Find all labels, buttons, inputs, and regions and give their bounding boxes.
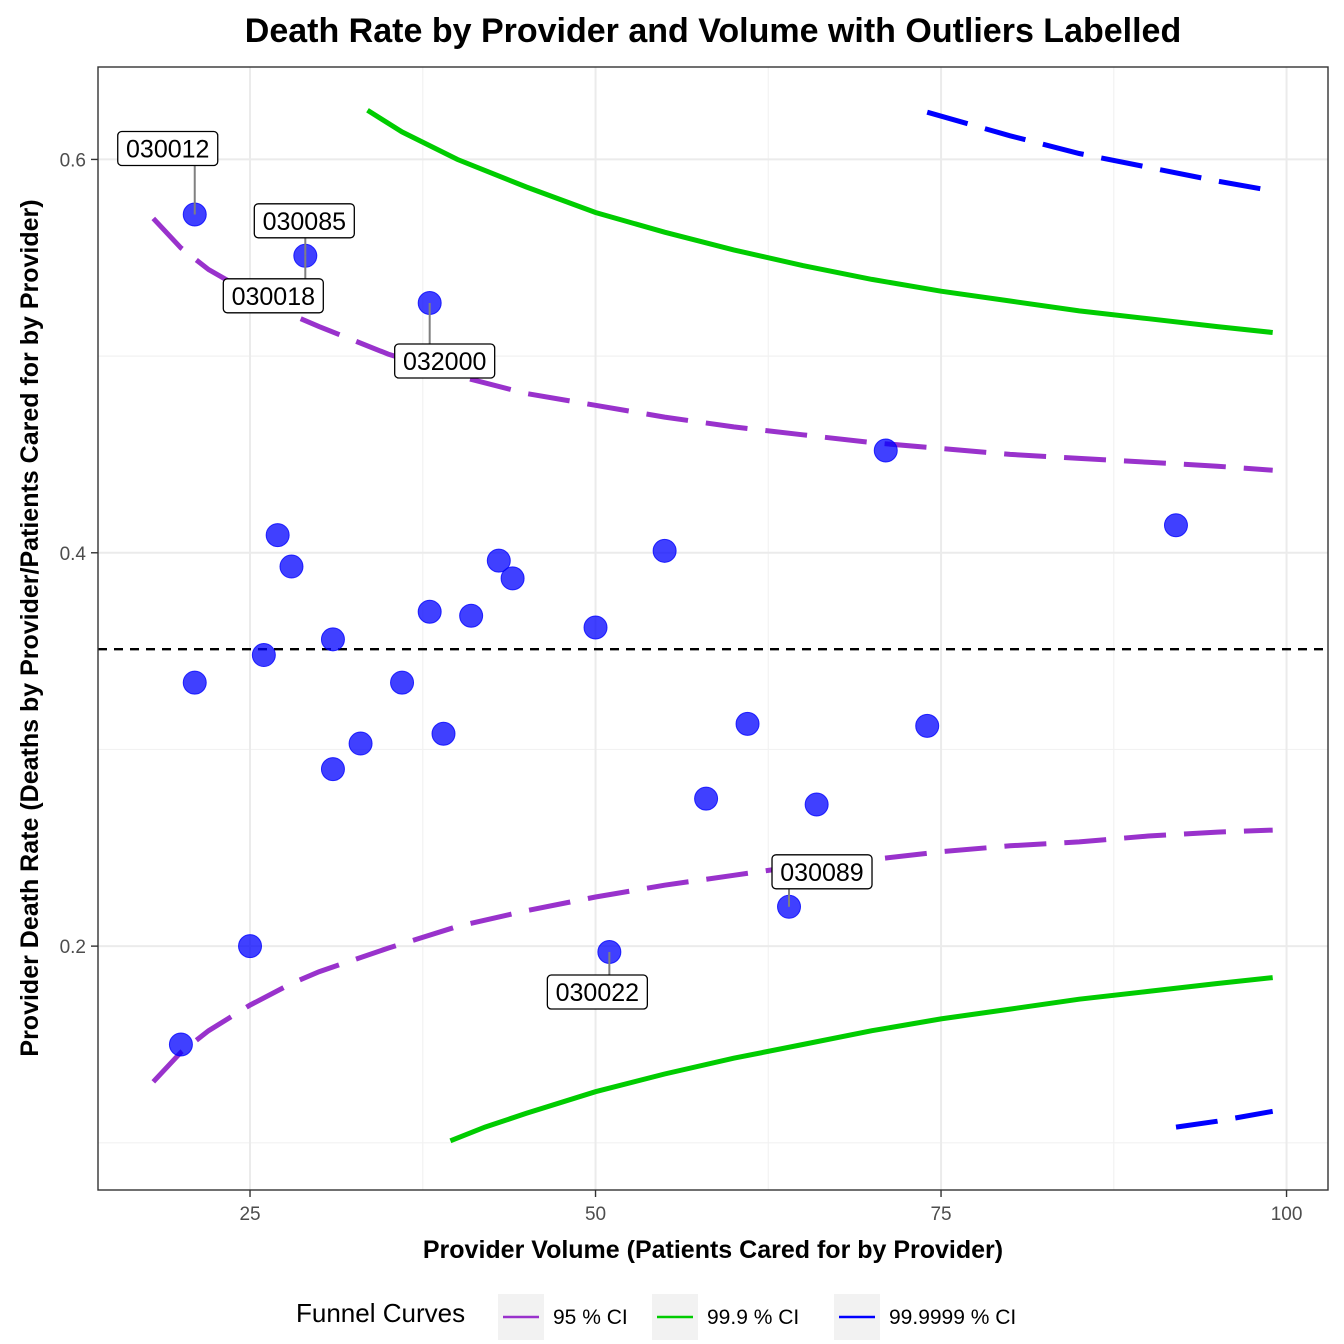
funnel-curve-2-upper [366, 108, 1273, 335]
outlier-label-text: 030018 [232, 283, 315, 311]
data-point [168, 1032, 193, 1057]
y-axis-ticks: 0.2 0.4 0.6 [60, 150, 98, 958]
outlier-label-text: 030085 [263, 208, 346, 236]
data-point [320, 627, 345, 652]
outlier-labels: 030012 030085 030018 032000 030089 030022 [117, 130, 873, 1010]
plot-panel-border [97, 66, 1329, 1191]
data-point [182, 670, 207, 695]
chart-title: Death Rate by Provider and Volume with O… [245, 12, 1181, 50]
funnel-curve-3-upper [926, 109, 1274, 194]
data-point [417, 599, 442, 624]
data-point [804, 792, 829, 817]
data-point [873, 438, 898, 463]
data-point [320, 757, 345, 782]
funnel-curve-2-lower [449, 975, 1273, 1144]
data-point [431, 721, 456, 746]
x-axis-ticks: 25 50 75 100 [239, 1190, 1302, 1225]
data-point [279, 554, 304, 579]
x-tick-label: 100 [1271, 1204, 1303, 1225]
outlier-label-box [253, 203, 355, 239]
data-point [348, 731, 373, 756]
y-axis-title: Provider Death Rate (Deaths by Provider/… [16, 199, 44, 1056]
outlier-label-box [222, 278, 324, 314]
outlier-label-box [546, 974, 648, 1010]
data-point [694, 786, 719, 811]
legend-item: 95 % CI [498, 1294, 628, 1340]
outlier-label-box [394, 343, 496, 379]
outlier-label: 030012 [117, 130, 219, 215]
data-point [1163, 513, 1188, 538]
legend-label: 99.9999 % CI [889, 1306, 1016, 1329]
y-tick-label: 0.6 [60, 150, 86, 171]
funnel-curve-3-lower [1175, 1108, 1274, 1130]
legend-item: 99.9999 % CI [834, 1294, 1016, 1340]
data-point [486, 548, 511, 573]
outlier-label-box [117, 130, 219, 167]
x-axis-title: Provider Volume (Patients Cared for by P… [423, 1236, 1003, 1264]
outlier-label: 030018 [222, 255, 324, 314]
data-point [915, 713, 940, 738]
legend-title: Funnel Curves [296, 1298, 465, 1328]
outlier-label-text: 030089 [780, 859, 863, 887]
data-point [238, 934, 263, 959]
data-point [265, 523, 290, 548]
outlier-label: 030022 [546, 952, 648, 1010]
data-point [583, 615, 608, 640]
legend-item: 99.9 % CI [652, 1294, 799, 1340]
outlier-label: 030089 [771, 854, 873, 907]
data-point [735, 711, 760, 736]
x-tick-label: 25 [239, 1204, 260, 1225]
data-point [390, 670, 415, 695]
outlier-label-box [771, 854, 873, 890]
x-tick-label: 75 [930, 1204, 951, 1225]
data-point [251, 643, 276, 668]
y-tick-label: 0.2 [60, 937, 86, 958]
data-point [652, 538, 677, 563]
legend-label: 99.9 % CI [707, 1306, 799, 1329]
outlier-label: 032000 [394, 303, 496, 379]
outlier-label-text: 030012 [126, 136, 209, 164]
legend-label: 95 % CI [553, 1306, 628, 1329]
y-tick-label: 0.4 [60, 544, 87, 565]
x-tick-label: 50 [585, 1204, 606, 1225]
data-point [459, 603, 484, 628]
data-points [168, 202, 1188, 1057]
outlier-label-text: 030022 [556, 979, 639, 1007]
outlier-label: 030085 [253, 203, 355, 256]
legend: Funnel Curves 95 % CI 99.9 % CI 99.9999 % … [296, 1294, 1016, 1340]
funnel-curve-1-lower [151, 827, 1273, 1084]
outlier-label-text: 032000 [403, 348, 486, 376]
data-point [500, 566, 525, 591]
